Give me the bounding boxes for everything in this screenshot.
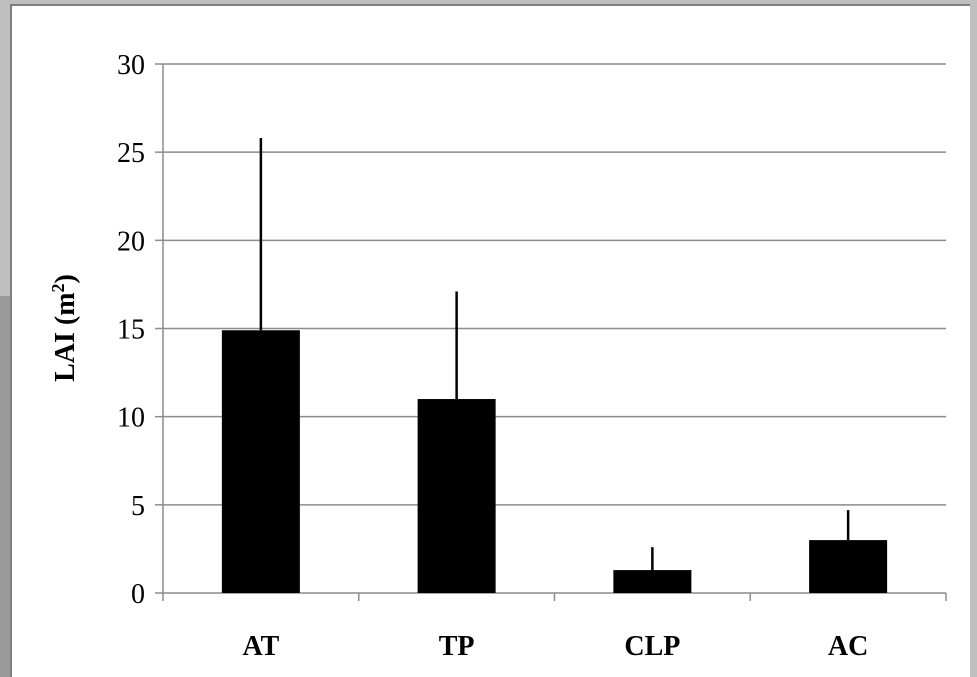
y-tick-label: 20	[117, 226, 145, 257]
error-bars	[259, 138, 850, 571]
y-tick-labels: 0 5 10 15 20 25 30	[117, 50, 145, 610]
category-label: CLP	[624, 631, 680, 662]
y-axis-label: LAI (m2)	[48, 274, 81, 382]
y-tick-label: 0	[131, 579, 145, 610]
bars	[221, 330, 888, 593]
bar-clp	[613, 570, 692, 593]
y-tick-label: 30	[117, 50, 145, 81]
category-label: TP	[439, 631, 475, 662]
bar-tp	[417, 399, 496, 593]
frame-notch	[0, 296, 12, 677]
y-tick-label: 5	[131, 491, 145, 522]
bar-at	[221, 330, 300, 593]
bar-ac	[809, 540, 888, 593]
x-tick-labels: AT TP CLP AC	[242, 631, 868, 662]
y-tick-label: 15	[117, 315, 145, 346]
y-tick-label: 10	[117, 403, 145, 434]
y-tick-label: 25	[117, 138, 145, 169]
category-label: AC	[828, 631, 868, 662]
category-label: AT	[242, 631, 279, 662]
